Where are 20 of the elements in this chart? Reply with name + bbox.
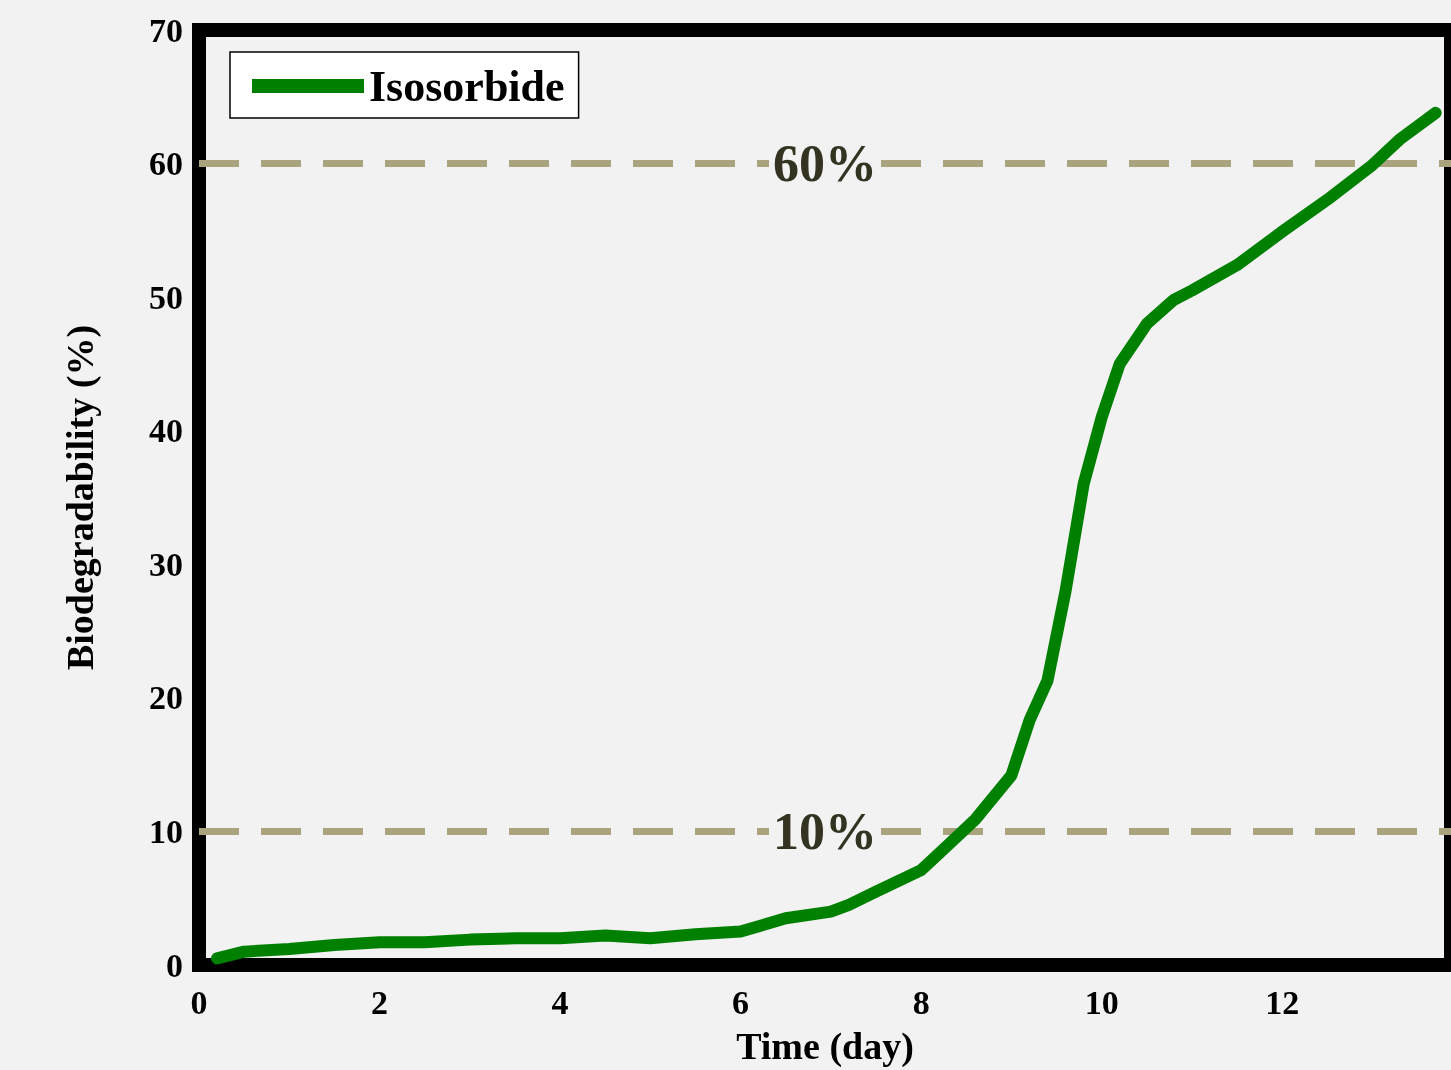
y-tick-label: 70 <box>149 11 183 49</box>
x-tick-label: 4 <box>551 983 569 1021</box>
y-axis-title: Biodegradability (%) <box>59 324 102 671</box>
legend-label: Isosorbide <box>369 61 565 111</box>
x-tick-label: 2 <box>371 983 389 1021</box>
x-tick-label: 12 <box>1265 983 1300 1021</box>
y-tick-label: 50 <box>149 278 183 316</box>
ref-line-label: 60% <box>773 135 877 193</box>
x-axis-title: Time (day) <box>736 1025 914 1068</box>
y-tick-label: 10 <box>149 812 183 850</box>
y-tick-label: 60 <box>149 145 183 183</box>
y-tick-label: 20 <box>149 679 183 717</box>
x-tick-label: 6 <box>732 983 750 1021</box>
y-tick-label: 40 <box>149 412 183 450</box>
y-tick-label: 30 <box>149 545 183 583</box>
x-tick-label: 10 <box>1084 983 1119 1021</box>
y-tick-label: 0 <box>166 946 183 984</box>
x-tick-label: 0 <box>190 983 208 1021</box>
x-tick-label: 8 <box>912 983 930 1021</box>
ref-line-label: 10% <box>773 802 877 860</box>
